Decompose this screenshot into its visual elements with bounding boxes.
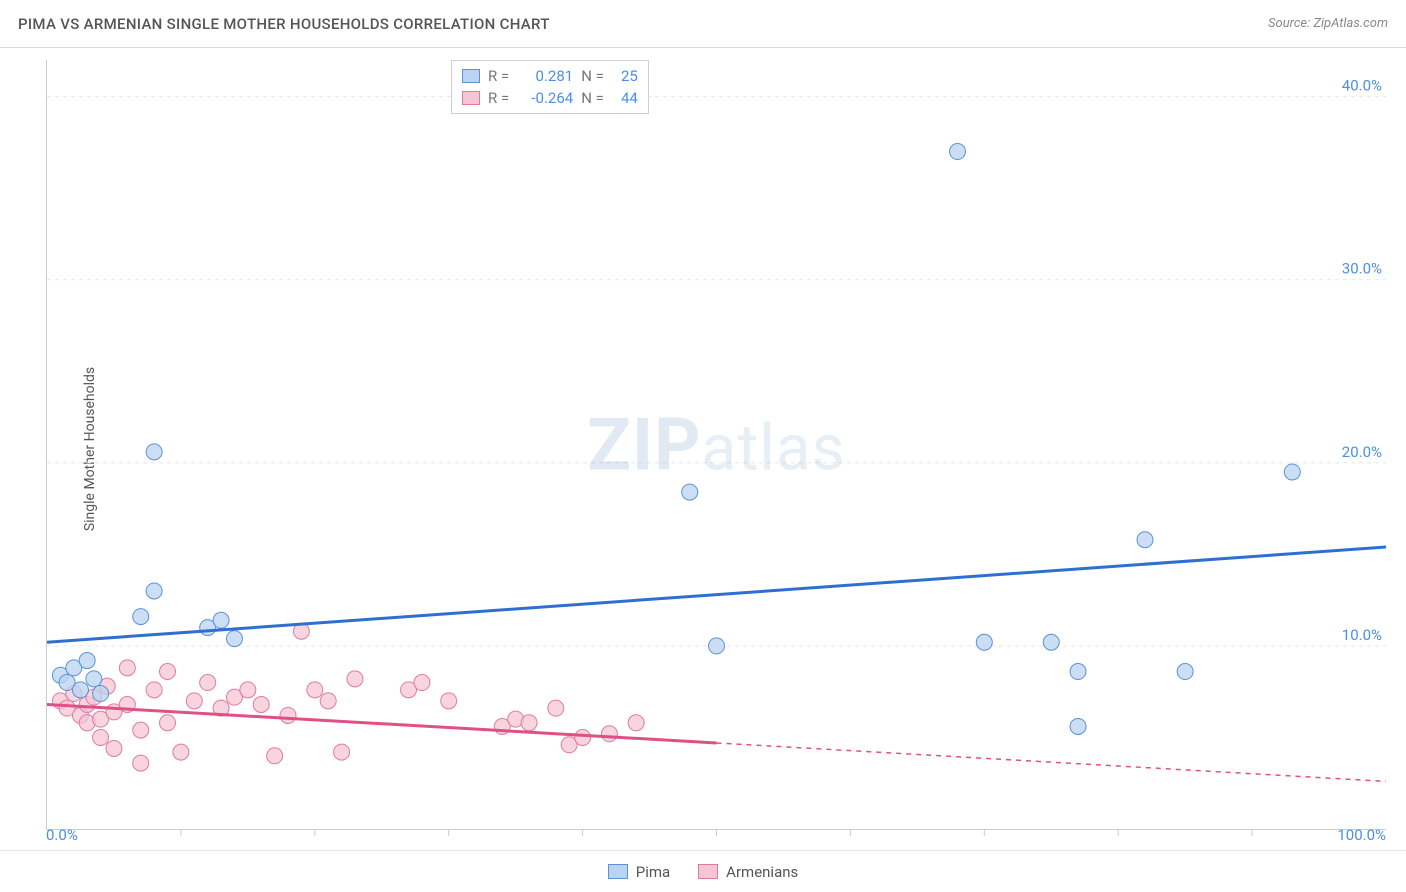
source-label: Source: ZipAtlas.com	[1268, 16, 1388, 31]
stats-swatch-2	[462, 91, 480, 105]
stats-row-2: R = -0.264 N = 44	[462, 87, 638, 109]
series-legend: Pima Armenians	[0, 850, 1406, 892]
scatter-point	[200, 675, 216, 691]
scatter-point	[628, 715, 644, 731]
stats-r-value-2: -0.264	[517, 89, 573, 107]
scatter-point	[240, 682, 256, 698]
scatter-point	[226, 631, 242, 647]
scatter-point	[1070, 718, 1086, 734]
plot-svg: 10.0% 20.0% 30.0% 40.0%	[47, 60, 1386, 829]
legend-label-1: Pima	[636, 863, 670, 881]
trend-line	[47, 704, 717, 742]
scatter-point	[1177, 664, 1193, 680]
scatter-point	[280, 707, 296, 723]
chart-title: PIMA VS ARMENIAN SINGLE MOTHER HOUSEHOLD…	[18, 15, 550, 33]
scatter-point	[93, 729, 109, 745]
scatter-point	[441, 693, 457, 709]
scatter-point	[133, 722, 149, 738]
scatter-point	[709, 638, 725, 654]
legend-swatch-2	[698, 864, 718, 879]
scatter-point	[1070, 664, 1086, 680]
scatter-point	[601, 726, 617, 742]
scatter-point	[548, 700, 564, 716]
x-axis-min-label: 0.0%	[46, 826, 78, 844]
scatter-point	[133, 755, 149, 771]
scatter-point	[575, 729, 591, 745]
scatter-point	[160, 715, 176, 731]
scatter-point	[1043, 634, 1059, 650]
x-axis-max-label: 100.0%	[1337, 826, 1386, 844]
scatter-point	[950, 144, 966, 160]
y-tick-label: 10.0%	[1342, 626, 1382, 644]
scatter-point	[146, 444, 162, 460]
scatter-point	[133, 609, 149, 625]
stats-r-label-1: R =	[488, 67, 509, 85]
scatter-point	[106, 740, 122, 756]
scatter-point	[320, 693, 336, 709]
scatter-point	[307, 682, 323, 698]
scatter-point	[682, 484, 698, 500]
scatter-point	[173, 744, 189, 760]
y-tick-label: 20.0%	[1342, 443, 1382, 461]
scatter-point	[146, 682, 162, 698]
chart-area: Single Mother Households ZIPatlas 10.0%2…	[0, 48, 1406, 850]
stats-swatch-1	[462, 69, 480, 83]
stats-row-1: R = 0.281 N = 25	[462, 65, 638, 87]
scatter-point	[521, 715, 537, 731]
scatter-point	[1137, 532, 1153, 548]
stats-n-value-1: 25	[612, 67, 638, 85]
scatter-point	[267, 748, 283, 764]
stats-r-value-1: 0.281	[517, 67, 573, 85]
scatter-point	[186, 693, 202, 709]
stats-legend: R = 0.281 N = 25 R = -0.264 N = 44	[451, 60, 649, 114]
stats-n-value-2: 44	[612, 89, 638, 107]
scatter-point	[334, 744, 350, 760]
scatter-point	[213, 612, 229, 628]
scatter-point	[976, 634, 992, 650]
scatter-point	[347, 671, 363, 687]
scatter-point	[414, 675, 430, 691]
plot-region: ZIPatlas 10.0%20.0%30.0%40.0% R = 0.281 …	[46, 60, 1386, 830]
header-bar: PIMA VS ARMENIAN SINGLE MOTHER HOUSEHOLD…	[0, 0, 1406, 48]
scatter-point	[93, 686, 109, 702]
scatter-point	[119, 660, 135, 676]
trend-line-dashed	[717, 743, 1387, 781]
legend-item-1: Pima	[608, 863, 670, 881]
legend-label-2: Armenians	[726, 863, 798, 881]
scatter-point	[72, 682, 88, 698]
scatter-point	[1284, 464, 1300, 480]
scatter-point	[253, 696, 269, 712]
scatter-point	[86, 671, 102, 687]
legend-item-2: Armenians	[698, 863, 798, 881]
stats-n-label-1: N =	[581, 67, 604, 85]
stats-n-label-2: N =	[581, 89, 604, 107]
scatter-point	[79, 653, 95, 669]
scatter-point	[160, 664, 176, 680]
scatter-point	[146, 583, 162, 599]
y-tick-label: 30.0%	[1342, 260, 1382, 278]
legend-swatch-1	[608, 864, 628, 879]
y-tick-label: 40.0%	[1342, 77, 1382, 95]
stats-r-label-2: R =	[488, 89, 509, 107]
trend-line	[47, 547, 1386, 642]
